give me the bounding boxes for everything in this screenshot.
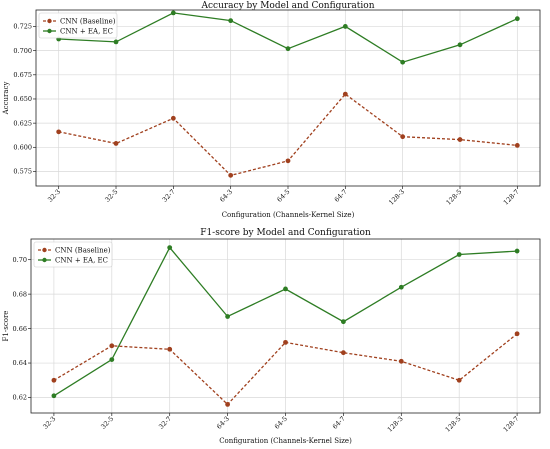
data-point	[167, 245, 173, 251]
y-tick-label: 0.575	[13, 168, 32, 176]
legend-box	[38, 12, 118, 39]
legend-label: CNN + EA, EC	[60, 27, 113, 35]
legend-item: CNN + EA, EC	[43, 27, 113, 35]
data-point	[228, 18, 234, 24]
data-point	[342, 24, 348, 29]
y-tick-label: 0.70	[13, 256, 27, 264]
data-point	[456, 377, 462, 383]
data-point	[113, 141, 119, 146]
data-point	[457, 42, 463, 48]
data-point	[514, 331, 520, 337]
legend: CNN (Baseline) CNN + EA, EC	[38, 12, 118, 39]
data-point	[457, 137, 463, 142]
x-tick-label: 32-3	[46, 188, 62, 204]
y-tick-label: 0.62	[13, 394, 27, 402]
legend: CNN (Baseline) CNN + EA, EC	[33, 241, 113, 268]
data-point	[285, 46, 291, 52]
x-tick-label: 32-7	[157, 415, 173, 431]
data-point	[340, 350, 346, 356]
x-tick-label: 64-3	[218, 188, 234, 204]
x-axis-label: Configuration (Channels-Kernel Size)	[219, 437, 352, 445]
data-point	[514, 142, 520, 148]
x-tick-label: 32-5	[103, 188, 119, 204]
y-tick-label: 0.625	[13, 119, 32, 127]
accuracy-chart: Accuracy by Model and Configuration 0.575…	[2, 1, 541, 219]
chart-title: Accuracy by Model and Configuration	[200, 1, 374, 11]
x-tick-label: 32-5	[99, 415, 115, 431]
legend-swatch-marker	[47, 18, 52, 24]
legend-label: CNN (Baseline)	[55, 246, 111, 254]
legend-swatch-marker	[42, 247, 47, 253]
y-tick-label: 0.675	[13, 71, 32, 79]
data-point	[285, 158, 291, 164]
legend-item: CNN (Baseline)	[38, 246, 111, 254]
f1-score-chart: F1-score by Model and Configuration 0.62 0…	[2, 228, 541, 445]
data-point	[109, 343, 115, 349]
y-tick-label: 0.650	[13, 95, 32, 103]
data-point	[514, 248, 520, 254]
legend-item: CNN + EA, EC	[38, 256, 108, 264]
series-cnn-baseline	[56, 91, 520, 178]
data-point	[167, 346, 173, 352]
y-tick-label: 0.64	[13, 359, 27, 367]
grid	[31, 239, 540, 413]
y-tick-label: 0.600	[13, 144, 32, 152]
chart-title: F1-score by Model and Configuration	[200, 228, 371, 238]
y-tick-label: 0.725	[13, 23, 32, 31]
y-tick-label: 0.66	[13, 325, 27, 333]
y-axis-label: Accuracy	[2, 82, 10, 116]
legend-label: CNN + EA, EC	[55, 256, 108, 264]
data-point	[56, 129, 62, 135]
data-point	[109, 357, 115, 362]
x-tick-label: 64-7	[331, 415, 347, 431]
data-point	[398, 284, 404, 290]
data-point	[340, 319, 346, 325]
x-tick-label: 64-3	[215, 415, 231, 431]
data-point	[51, 393, 57, 399]
y-tick-label: 0.68	[13, 290, 27, 298]
x-tick-label: 32-7	[161, 188, 177, 204]
data-point	[225, 314, 231, 319]
x-tick-label: 64-5	[273, 415, 289, 431]
series-cnn-baseline	[51, 331, 520, 407]
data-point	[398, 358, 404, 364]
data-point	[51, 377, 57, 383]
data-point	[170, 10, 176, 16]
y-tick-label: 0.700	[13, 47, 32, 55]
legend-label: CNN (Baseline)	[60, 17, 116, 25]
grid	[36, 10, 540, 186]
series-cnn-ea-ec	[51, 245, 520, 399]
x-tick-label: 128-5	[444, 415, 463, 434]
data-point	[342, 91, 348, 97]
x-tick-label: 32-3	[41, 415, 57, 431]
data-point	[283, 286, 288, 292]
x-tick-label: 64-7	[333, 188, 349, 204]
x-tick-label: 128-5	[444, 188, 463, 207]
data-point	[228, 172, 234, 178]
x-tick-label: 128-7	[502, 415, 521, 434]
data-point	[283, 339, 288, 345]
legend-box	[33, 241, 113, 268]
y-axis-label: F1-score	[2, 311, 10, 342]
x-axis-label: Configuration (Channels-Kernel Size)	[222, 211, 355, 219]
data-point	[170, 115, 176, 121]
data-point	[456, 252, 462, 257]
data-point	[225, 401, 231, 407]
data-point	[514, 16, 520, 22]
legend-swatch-marker	[47, 28, 52, 34]
legend-item: CNN (Baseline)	[43, 17, 116, 25]
x-tick-label: 64-5	[275, 188, 291, 204]
data-point	[400, 134, 406, 140]
x-tick-label: 128-3	[387, 188, 406, 207]
x-tick-label: 128-7	[502, 188, 521, 207]
data-point	[400, 59, 406, 65]
x-tick-label: 128-3	[386, 415, 405, 434]
data-point	[113, 39, 119, 45]
legend-swatch-marker	[42, 257, 47, 263]
